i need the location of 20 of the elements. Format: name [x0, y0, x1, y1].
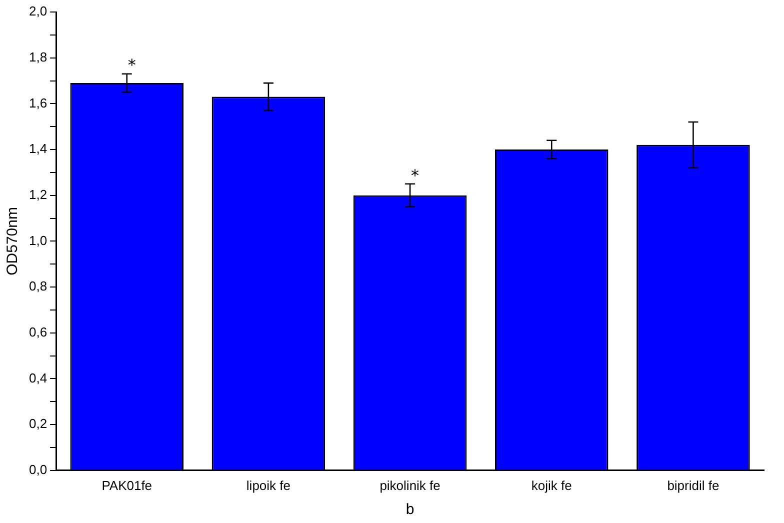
annotation: *: [411, 166, 420, 185]
y-tick-label: 2,0: [28, 4, 48, 19]
y-tick-label: 1,6: [28, 95, 48, 110]
y-tick-label: 0,6: [28, 324, 48, 340]
y-tick-label: 1,4: [28, 141, 48, 156]
x-tick-label: pikolinik fe: [380, 478, 440, 493]
x-tick-label: PAK01fe: [102, 478, 152, 493]
x-tick-label: kojik fe: [531, 478, 572, 493]
annotation: *: [128, 56, 136, 75]
x-tick-label: bipridil fe: [667, 478, 720, 493]
y-tick-label: 0,2: [28, 416, 48, 432]
y-tick-label: 1,0: [28, 232, 48, 248]
y-tick-label: 1,2: [28, 186, 48, 202]
y-axis-title: OD570nm: [4, 207, 22, 276]
y-tick-label: 1,8: [28, 49, 48, 64]
y-tick-label: 0,4: [28, 370, 48, 386]
x-tick-label: lipoik fe: [246, 478, 290, 493]
y-tick-label: 0,8: [28, 278, 48, 294]
y-tick-label: 0,0: [28, 462, 48, 477]
x-axis-title: b: [406, 501, 414, 518]
